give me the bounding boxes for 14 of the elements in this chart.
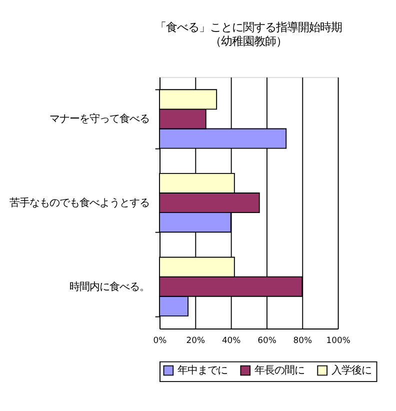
x-tick-label: 40%: [222, 335, 241, 346]
x-tick-label: 20%: [186, 335, 206, 346]
y-tick-label: マナーを守って食べる: [50, 113, 150, 126]
x-tick-label: 0%: [153, 335, 167, 346]
y-tick-label: 苦手なものでも食べようとする: [10, 197, 150, 210]
x-tick-label: 60%: [258, 335, 276, 346]
chart-subtitle: （幼稚園教師）: [210, 35, 288, 48]
chart-title: 「食べる」ことに関する指導開始時期: [155, 21, 342, 34]
legend-label: 年中までに: [177, 364, 228, 376]
x-tick-label: 100%: [326, 335, 350, 346]
legend-label: 入学後に: [331, 364, 372, 376]
legend-label: 年長の間に: [254, 364, 304, 376]
y-tick-label: 時間内に食べる。: [70, 280, 150, 293]
x-tick-label: 80%: [293, 335, 312, 346]
